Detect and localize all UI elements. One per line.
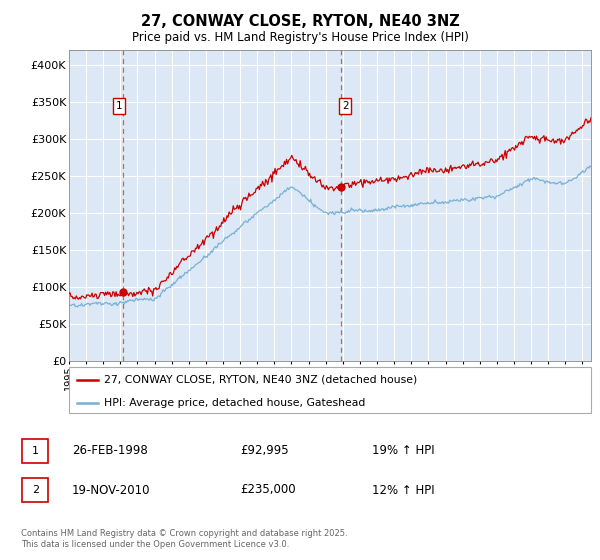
Text: 12% ↑ HPI: 12% ↑ HPI [372,483,434,497]
Text: 27, CONWAY CLOSE, RYTON, NE40 3NZ (detached house): 27, CONWAY CLOSE, RYTON, NE40 3NZ (detac… [104,375,418,385]
Text: 19% ↑ HPI: 19% ↑ HPI [372,444,434,458]
Text: HPI: Average price, detached house, Gateshead: HPI: Average price, detached house, Gate… [104,398,366,408]
Text: 2: 2 [342,101,349,111]
Text: 1: 1 [115,101,122,111]
Text: £92,995: £92,995 [240,444,289,458]
Text: 19-NOV-2010: 19-NOV-2010 [72,483,151,497]
Text: 26-FEB-1998: 26-FEB-1998 [72,444,148,458]
Text: Price paid vs. HM Land Registry's House Price Index (HPI): Price paid vs. HM Land Registry's House … [131,31,469,44]
Text: 27, CONWAY CLOSE, RYTON, NE40 3NZ: 27, CONWAY CLOSE, RYTON, NE40 3NZ [140,14,460,29]
FancyBboxPatch shape [22,438,49,463]
Text: £235,000: £235,000 [240,483,296,497]
Text: Contains HM Land Registry data © Crown copyright and database right 2025.
This d: Contains HM Land Registry data © Crown c… [21,529,347,549]
FancyBboxPatch shape [22,478,49,502]
FancyBboxPatch shape [69,367,591,413]
Text: 2: 2 [32,485,39,495]
Text: 1: 1 [32,446,39,456]
